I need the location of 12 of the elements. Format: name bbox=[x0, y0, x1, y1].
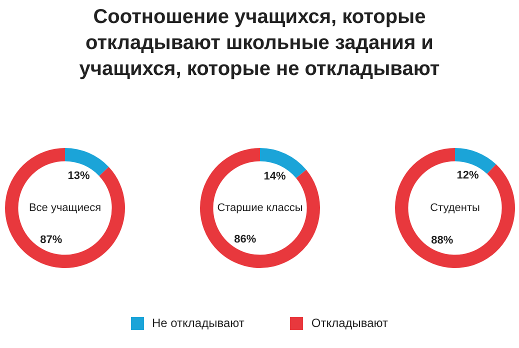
data-label: 87% bbox=[40, 234, 62, 246]
chart-title: Соотношение учащихся, которые откладывают школьные задания и учащихся, которые не откладывают bbox=[78, 5, 441, 82]
text: Студенты bbox=[430, 202, 480, 214]
text: Все учащиеся bbox=[28, 202, 102, 214]
data-label: 86% bbox=[234, 234, 256, 246]
data-label: 88% bbox=[431, 234, 454, 246]
data-label: 12% bbox=[456, 170, 480, 182]
text: Старшие классы bbox=[217, 202, 303, 214]
data-label: 14% bbox=[264, 170, 286, 183]
legend-label: Не откладывают bbox=[152, 316, 244, 330]
legend-label: Откладывают bbox=[311, 316, 388, 330]
data-label: 13% bbox=[68, 170, 90, 182]
